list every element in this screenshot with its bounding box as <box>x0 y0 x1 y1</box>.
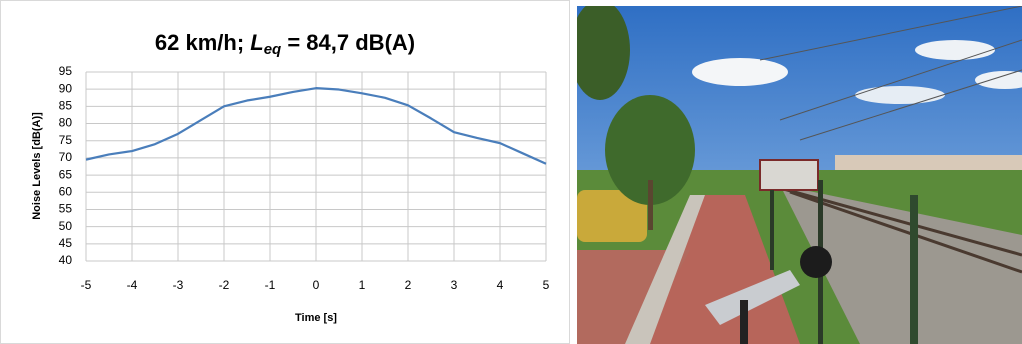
x-tick-label: 2 <box>405 278 412 292</box>
x-tick-label: 5 <box>543 278 550 292</box>
photo <box>570 0 1022 344</box>
title-part: L <box>250 30 263 55</box>
title-part: = 84,7 dB(A) <box>281 30 415 55</box>
x-tick-label: -2 <box>219 278 230 292</box>
y-tick-label: 95 <box>59 64 73 78</box>
x-tick-label: -1 <box>265 278 276 292</box>
figure: 62 km/h; Leq = 84,7 dB(A) Time [s] Noise… <box>0 0 1022 344</box>
y-axis-label: Noise Levels [dB(A)] <box>31 112 43 220</box>
y-tick-label: 50 <box>59 219 73 233</box>
y-tick-label: 40 <box>59 253 73 267</box>
x-tick-label: 4 <box>497 278 504 292</box>
x-tick-label: -3 <box>173 278 184 292</box>
y-tick-label: 60 <box>59 184 73 198</box>
y-tick-label: 70 <box>59 150 73 164</box>
y-tick-label: 90 <box>59 81 73 95</box>
page: 62 km/h; Leq = 84,7 dB(A) Time [s] Noise… <box>0 0 1022 344</box>
y-tick-label: 85 <box>59 99 73 113</box>
y-tick-label: 75 <box>59 133 73 147</box>
chart-title: 62 km/h; Leq = 84,7 dB(A) <box>155 30 415 58</box>
y-tick-label: 80 <box>59 116 73 130</box>
x-tick-label: 3 <box>451 278 458 292</box>
x-tick-label: 1 <box>359 278 366 292</box>
title-part: 62 km/h; <box>155 30 250 55</box>
x-tick-label: -5 <box>81 278 92 292</box>
x-tick-label: -4 <box>127 278 138 292</box>
y-tick-label: 45 <box>59 236 73 250</box>
y-tick-label: 65 <box>59 167 73 181</box>
x-axis-label: Time [s] <box>295 312 337 324</box>
y-tick-label: 55 <box>59 202 73 216</box>
x-tick-label: 0 <box>313 278 320 292</box>
title-part: eq <box>264 41 282 58</box>
